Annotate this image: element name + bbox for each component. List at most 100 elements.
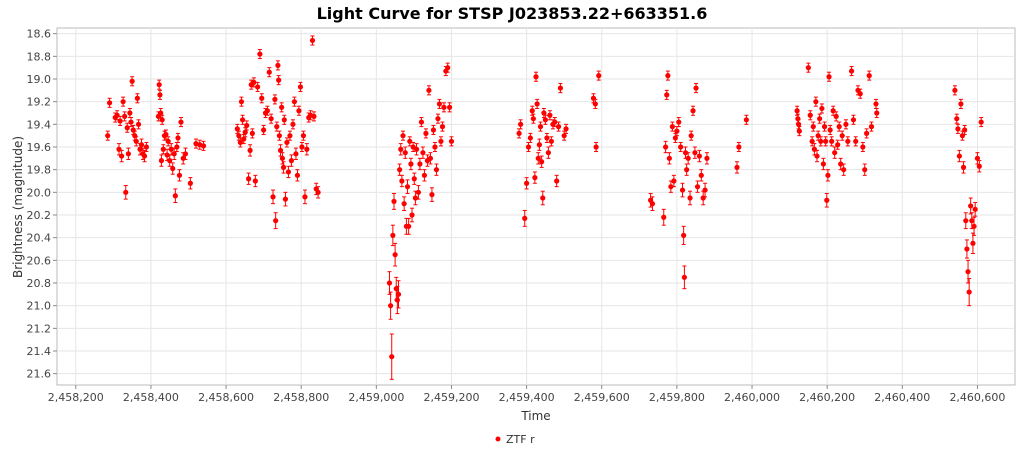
- point-marker: [277, 147, 284, 153]
- point-marker: [172, 193, 178, 199]
- point-marker: [679, 187, 686, 193]
- data-point: [860, 141, 866, 153]
- point-marker: [236, 133, 242, 139]
- data-point: [124, 122, 130, 133]
- data-point: [850, 114, 857, 125]
- point-marker: [832, 150, 838, 156]
- point-marker: [841, 167, 847, 173]
- data-point: [805, 62, 811, 73]
- point-marker: [141, 153, 148, 159]
- point-marker: [836, 124, 842, 130]
- x-tick-label: 2,460,400: [874, 391, 930, 404]
- data-point: [702, 182, 708, 198]
- point-marker: [850, 117, 857, 123]
- point-marker: [693, 85, 699, 91]
- point-marker: [275, 62, 281, 68]
- data-point: [868, 121, 875, 132]
- y-tick-label: 20.8: [27, 277, 52, 290]
- point-marker: [412, 195, 419, 201]
- data-point: [649, 196, 656, 211]
- point-marker: [974, 155, 981, 161]
- point-marker: [129, 78, 135, 84]
- data-point: [270, 189, 276, 205]
- data-point: [160, 144, 166, 155]
- point-marker: [433, 167, 440, 173]
- data-point: [266, 67, 272, 78]
- point-marker: [845, 138, 851, 144]
- point-marker: [685, 155, 691, 161]
- point-marker: [682, 150, 689, 156]
- data-point: [134, 93, 140, 104]
- point-marker: [409, 212, 415, 218]
- data-point: [964, 239, 970, 259]
- data-point: [399, 174, 405, 188]
- point-marker: [972, 206, 978, 212]
- point-marker: [276, 133, 283, 139]
- x-tick-label: 2,458,400: [123, 391, 179, 404]
- point-marker: [873, 101, 879, 107]
- data-point: [685, 152, 691, 165]
- data-point: [432, 141, 438, 153]
- point-marker: [420, 150, 426, 156]
- data-point: [174, 141, 180, 153]
- data-point: [698, 169, 704, 182]
- data-point: [400, 130, 406, 141]
- point-marker: [116, 146, 122, 152]
- data-point: [668, 180, 674, 193]
- data-point: [106, 97, 113, 108]
- data-point: [864, 128, 870, 139]
- data-point: [412, 190, 419, 206]
- data-point: [287, 130, 293, 141]
- point-marker: [408, 161, 414, 167]
- data-point: [141, 149, 148, 163]
- point-marker: [406, 223, 412, 229]
- point-marker: [956, 153, 962, 159]
- point-marker: [237, 139, 243, 146]
- point-marker: [296, 108, 302, 114]
- point-marker: [249, 130, 255, 136]
- point-marker: [445, 65, 451, 71]
- data-point: [696, 149, 703, 163]
- data-point: [392, 242, 398, 267]
- point-marker: [814, 153, 820, 159]
- data-point: [293, 147, 299, 160]
- point-marker: [418, 119, 425, 125]
- point-marker: [241, 136, 247, 142]
- data-point: [290, 119, 296, 130]
- data-point: [829, 136, 835, 147]
- point-marker: [288, 158, 295, 164]
- data-point: [817, 113, 823, 124]
- point-marker: [294, 172, 301, 178]
- data-point: [175, 132, 181, 143]
- point-marker: [430, 127, 437, 133]
- point-marker: [397, 167, 403, 173]
- x-tick-label: 2,459,200: [423, 391, 479, 404]
- data-point: [257, 49, 263, 60]
- data-point: [663, 140, 669, 154]
- data-point: [415, 185, 422, 200]
- point-marker: [441, 104, 447, 110]
- point-marker: [138, 142, 145, 148]
- data-point: [966, 277, 972, 307]
- point-marker: [438, 138, 444, 144]
- data-point: [439, 121, 446, 132]
- data-point: [970, 232, 976, 255]
- data-point: [672, 132, 678, 143]
- data-point: [682, 146, 689, 159]
- data-point: [661, 208, 667, 226]
- point-marker: [239, 117, 246, 123]
- y-tick-label: 20.0: [27, 186, 52, 199]
- point-marker: [176, 172, 183, 178]
- point-marker: [688, 133, 694, 139]
- point-marker: [561, 133, 567, 139]
- data-point: [251, 77, 257, 88]
- point-marker: [270, 194, 276, 200]
- data-point: [239, 114, 246, 125]
- data-point: [395, 280, 402, 309]
- point-marker: [542, 117, 548, 123]
- data-point: [441, 102, 447, 113]
- data-point: [294, 169, 301, 182]
- data-point: [238, 96, 245, 107]
- data-point: [524, 177, 530, 190]
- point-marker: [435, 116, 441, 122]
